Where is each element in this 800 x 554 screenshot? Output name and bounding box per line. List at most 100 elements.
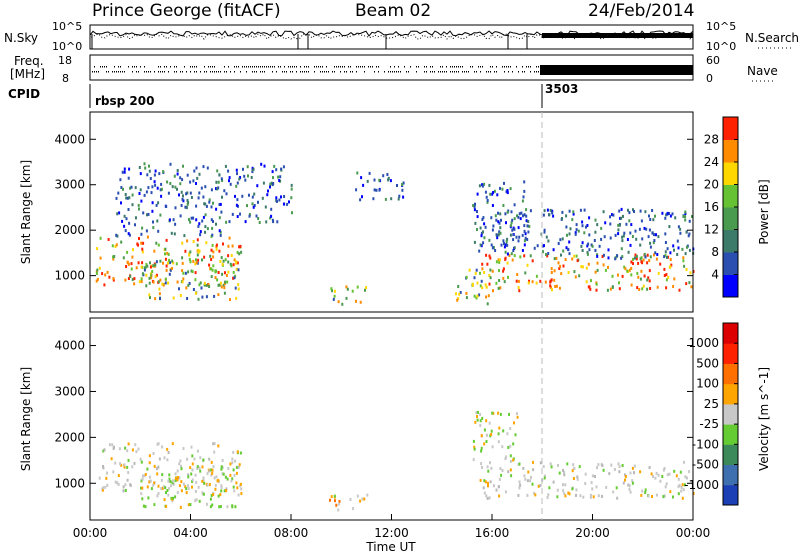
x-tick-label: 20:00 xyxy=(575,526,610,540)
scatter-cell xyxy=(661,475,664,478)
scatter-cell xyxy=(218,505,221,509)
scatter-cell xyxy=(549,208,552,212)
scatter-cell xyxy=(167,281,170,285)
scatter-cell xyxy=(562,489,565,493)
scatter-cell xyxy=(198,222,201,226)
scatter-cell xyxy=(473,447,476,451)
scatter-cell xyxy=(543,244,545,248)
scatter-cell xyxy=(98,476,101,480)
scatter-cell xyxy=(201,219,204,223)
scatter-cell xyxy=(479,478,482,482)
scatter-cell xyxy=(199,281,202,285)
scatter-cell xyxy=(192,179,195,183)
scatter-cell xyxy=(645,227,648,231)
scatter-cell xyxy=(596,268,599,272)
scatter-cell xyxy=(549,284,552,288)
scatter-cell xyxy=(620,207,623,211)
scatter-cell xyxy=(149,177,152,180)
freq-dot xyxy=(278,66,279,68)
scatter-cell xyxy=(539,484,542,487)
freq-dot xyxy=(210,66,211,68)
scatter-cell xyxy=(239,451,242,455)
scatter-cell xyxy=(125,217,128,221)
scatter-cell xyxy=(668,472,671,476)
scatter-cell xyxy=(209,497,212,501)
scatter-cell xyxy=(198,499,201,503)
cpid-entry-2: 3503 xyxy=(545,82,578,96)
scatter-cell xyxy=(624,475,627,478)
scatter-cell xyxy=(491,445,494,449)
scatter-cell xyxy=(158,287,161,291)
scatter-cell xyxy=(581,265,584,269)
scatter-cell xyxy=(618,209,621,213)
noise-sky-label: N.Sky xyxy=(4,31,38,45)
scatter-cell xyxy=(148,164,150,168)
scatter-cell xyxy=(196,467,199,470)
scatter-cell xyxy=(527,470,530,474)
scatter-cell xyxy=(181,178,184,182)
scatter-cell xyxy=(174,206,177,210)
scatter-cell xyxy=(261,196,264,200)
scatter-cell xyxy=(219,260,222,263)
nave-dot xyxy=(332,71,333,73)
nave-dot xyxy=(538,71,539,73)
scatter-cell xyxy=(112,470,115,474)
noise-tick-top: 10^5 xyxy=(52,20,82,33)
nave-label: Nave xyxy=(747,64,778,78)
scatter-cell xyxy=(170,484,172,488)
scatter-cell xyxy=(139,172,142,176)
freq-dot xyxy=(460,66,461,68)
scatter-cell xyxy=(126,478,129,482)
scatter-cell xyxy=(262,181,265,185)
scatter-cell xyxy=(662,468,665,472)
scatter-cell xyxy=(145,190,148,194)
scatter-cell xyxy=(557,242,560,245)
scatter-cell xyxy=(475,296,478,300)
nave-dot xyxy=(320,71,321,73)
scatter-cell xyxy=(481,416,484,420)
scatter-cell xyxy=(495,281,498,285)
scatter-cell xyxy=(482,216,485,220)
scatter-cell xyxy=(669,214,672,218)
scatter-cell xyxy=(617,232,620,236)
scatter-cell xyxy=(522,466,525,470)
scatter-cell xyxy=(125,265,128,268)
scatter-cell xyxy=(655,257,658,261)
scatter-cell xyxy=(128,167,131,171)
scatter-cell xyxy=(275,196,278,200)
nave-dot xyxy=(534,71,535,73)
scatter-cell xyxy=(214,483,217,487)
scatter-cell xyxy=(664,250,667,254)
scatter-cell xyxy=(191,478,194,482)
scatter-cell xyxy=(157,484,160,488)
scatter-cell xyxy=(642,258,645,262)
scatter-cell xyxy=(199,230,202,234)
scatter-cell xyxy=(115,196,118,200)
scatter-cell xyxy=(465,296,468,300)
scatter-cell xyxy=(488,496,491,500)
freq-label-1: Freq. xyxy=(14,54,44,68)
scatter-cell xyxy=(598,244,601,248)
scatter-cell xyxy=(197,258,200,262)
scatter-cell xyxy=(604,268,607,272)
scatter-cell xyxy=(576,259,579,263)
freq-dot xyxy=(258,66,259,68)
scatter-cell xyxy=(235,296,238,300)
scatter-cell xyxy=(141,477,144,481)
scatter-cell xyxy=(166,489,169,492)
scatter-cell xyxy=(159,188,162,192)
scatter-cell xyxy=(643,252,646,256)
scatter-cell xyxy=(368,171,371,175)
scatter-cell xyxy=(283,202,286,206)
scatter-cell xyxy=(196,243,199,247)
colorbar-tick-label: 28 xyxy=(704,133,719,147)
scatter-cell xyxy=(250,176,253,179)
scatter-cell xyxy=(149,261,151,265)
scatter-cell xyxy=(503,280,506,284)
scatter-cell xyxy=(565,246,568,250)
scatter-cell xyxy=(161,486,164,490)
scatter-cell xyxy=(502,276,505,280)
scatter-cell xyxy=(222,472,225,476)
scatter-cell xyxy=(564,483,567,487)
nave-dot xyxy=(204,71,205,73)
